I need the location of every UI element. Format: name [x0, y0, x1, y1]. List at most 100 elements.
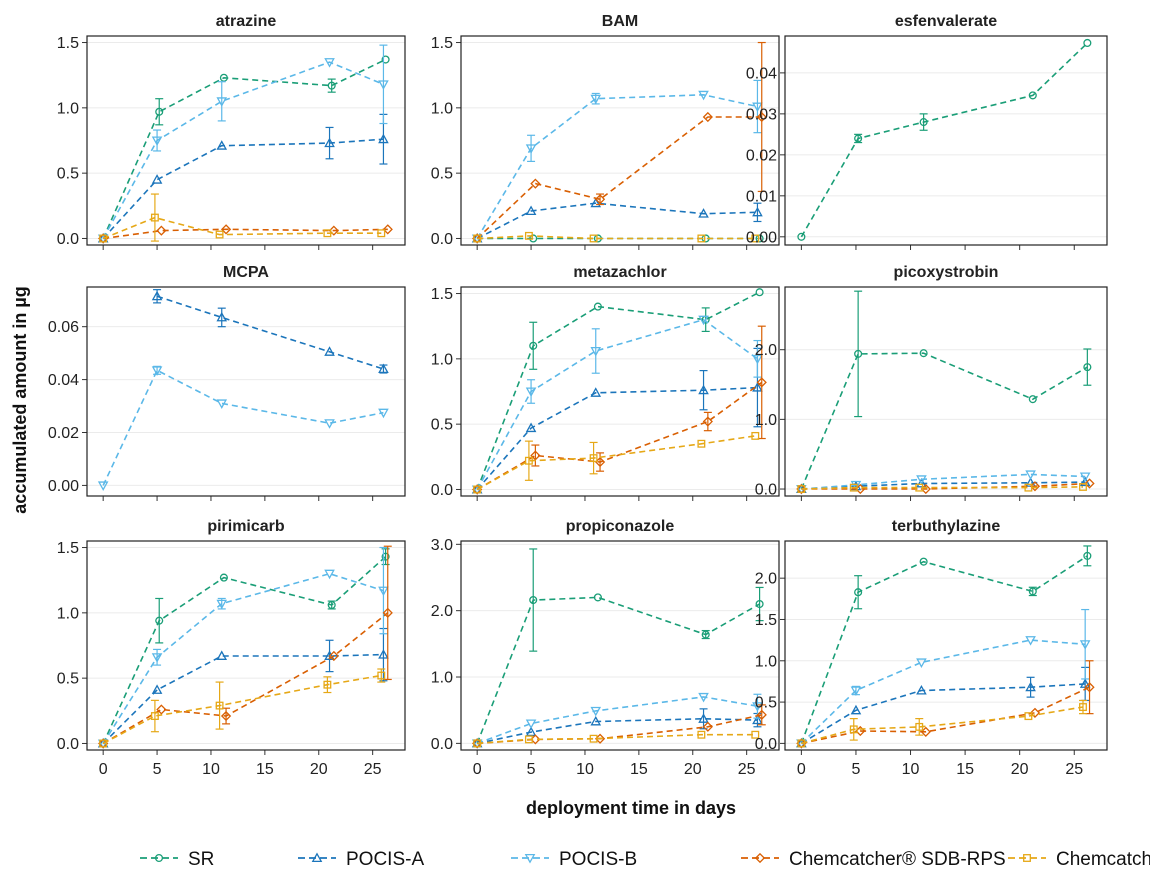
y-tick-label: 0.0: [431, 482, 453, 499]
data-point: [594, 194, 606, 205]
data-point: [156, 225, 167, 236]
y-tick-label: 0.0: [431, 231, 453, 248]
y-tick-label: 0.5: [57, 166, 79, 183]
y-tick-label: 0.02: [48, 425, 79, 442]
series-line: [801, 473, 1086, 490]
data-point: [529, 234, 538, 243]
series-line: [102, 138, 384, 240]
data-point: [377, 671, 386, 680]
panel-pirimicarb: pirimicarb 0.0 0.5 1.0 1.5 0 5 10 15 20 25: [57, 518, 406, 778]
data-point: [698, 384, 709, 395]
series-line: [477, 733, 756, 745]
panel-frame: [784, 540, 1108, 751]
series-sr: [99, 55, 390, 243]
series-line: [477, 235, 756, 240]
series-sr: [797, 38, 1092, 241]
data-point: [593, 593, 602, 602]
series-line: [800, 42, 1088, 238]
y-tick-label: 0.00: [48, 478, 79, 495]
data-point: [590, 387, 602, 397]
x-tick-label: 25: [1065, 761, 1083, 778]
data-point: [697, 234, 706, 243]
data-point: [590, 715, 602, 726]
y-tick-label: 1.5: [57, 540, 79, 557]
data-point: [589, 234, 598, 243]
data-point: [150, 213, 159, 222]
series-line: [476, 381, 763, 491]
x-tick-label: 20: [684, 761, 702, 778]
series-line: [476, 386, 758, 491]
data-point: [324, 58, 335, 68]
data-point: [755, 234, 764, 243]
data-point: [1084, 682, 1095, 693]
data-point: [378, 408, 389, 419]
y-tick-label: 1.5: [755, 612, 777, 629]
y-tick-label: 3.0: [431, 537, 453, 554]
data-point: [702, 111, 713, 123]
data-point: [916, 684, 927, 695]
y-tick-label: 0.01: [746, 188, 777, 205]
data-point: [473, 739, 482, 748]
data-point: [382, 224, 393, 235]
data-point: [590, 94, 602, 105]
series-line: [102, 61, 384, 239]
data-point: [1084, 478, 1095, 489]
data-point: [1025, 470, 1036, 480]
y-tick-label: 0.0: [57, 231, 79, 248]
y-tick-label: 1.0: [431, 100, 453, 117]
panel-frame: [86, 540, 406, 751]
data-point: [698, 692, 709, 703]
data-point: [378, 80, 389, 90]
y-tick-label: 0.02: [746, 147, 777, 164]
legend-item-pocis-a: POCIS-A: [298, 849, 424, 870]
data-point: [1079, 482, 1087, 491]
data-point: [151, 290, 163, 301]
series-sr: [473, 548, 764, 748]
data-point: [698, 713, 709, 723]
data-point: [1079, 703, 1087, 711]
data-point: [919, 118, 928, 127]
data-point: [850, 686, 862, 697]
panel-mcpa: MCPA 0.00 0.02 0.04 0.06: [48, 264, 406, 501]
data-point: [752, 714, 763, 725]
series-chemcatcher-c18: [473, 730, 760, 748]
data-point: [525, 719, 537, 729]
legend-item-pocis-b: POCIS-B: [511, 849, 637, 870]
data-point: [797, 232, 806, 241]
series-pocis-a: [97, 627, 389, 748]
panel-title: propiconazole: [566, 518, 675, 535]
data-point: [916, 658, 927, 668]
series-line: [476, 696, 758, 745]
data-point: [919, 349, 928, 358]
panel-title: MCPA: [223, 264, 269, 281]
y-tick-label: 2.0: [755, 571, 777, 588]
series-pocis-b: [97, 44, 389, 245]
data-point: [378, 363, 389, 374]
data-point: [378, 649, 389, 659]
series-pocis-a: [471, 708, 763, 748]
data-point: [324, 346, 335, 356]
y-tick-label: 1.0: [57, 100, 79, 117]
legend-item-sr: SR: [140, 849, 214, 870]
y-tick-label: 0.04: [48, 372, 79, 389]
data-point: [854, 588, 863, 597]
y-tick-label: 0.0: [755, 736, 777, 753]
legend-marker: [154, 853, 164, 863]
data-point: [155, 616, 164, 625]
series-line: [103, 228, 388, 240]
data-point: [156, 704, 167, 715]
series-line: [800, 352, 1088, 490]
series-pocis-a: [471, 197, 763, 243]
legend-marker: [754, 852, 766, 864]
data-point: [216, 97, 228, 107]
series-line: [102, 674, 382, 745]
data-point: [216, 140, 228, 150]
series-line: [102, 572, 384, 744]
data-point: [752, 354, 763, 365]
panel-title: pirimicarb: [207, 518, 285, 535]
panel-frame: [460, 35, 780, 246]
data-point: [916, 475, 927, 485]
data-point: [1025, 681, 1036, 692]
x-tick-label: 10: [902, 761, 920, 778]
y-tick-label: 1.0: [57, 605, 79, 622]
